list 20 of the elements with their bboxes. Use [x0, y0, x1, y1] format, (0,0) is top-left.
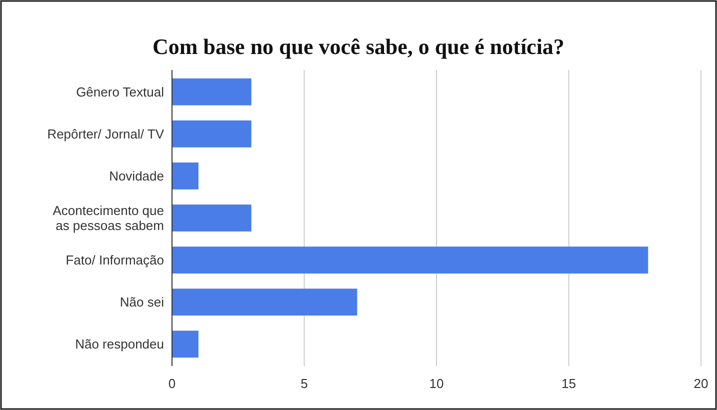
y-tick-label: Não respondeu — [75, 336, 164, 352]
x-tick-label: 0 — [168, 376, 176, 391]
bar — [172, 78, 252, 106]
bar — [172, 162, 198, 190]
y-tick-label: Acontecimento que as pessoas sabem — [52, 203, 164, 233]
x-tick-label: 5 — [300, 376, 308, 391]
x-tick-label: 20 — [694, 376, 708, 391]
y-tick-label: Fato/ Informação — [66, 252, 164, 268]
y-tick-label: Repôrter/ Jornal/ TV — [47, 126, 164, 142]
x-tick-label: 10 — [429, 376, 444, 391]
x-tick-label: 15 — [562, 376, 576, 391]
bar — [172, 246, 648, 274]
bar — [172, 204, 252, 232]
bar — [172, 120, 252, 148]
y-tick-label: Gênero Textual — [76, 84, 164, 100]
y-tick-label: Não sei — [120, 294, 164, 310]
bar — [172, 288, 358, 316]
y-tick-label: Novidade — [109, 168, 164, 184]
bar — [172, 330, 198, 358]
chart-title: Com base no que você sabe, o que é notícia? — [152, 34, 564, 59]
